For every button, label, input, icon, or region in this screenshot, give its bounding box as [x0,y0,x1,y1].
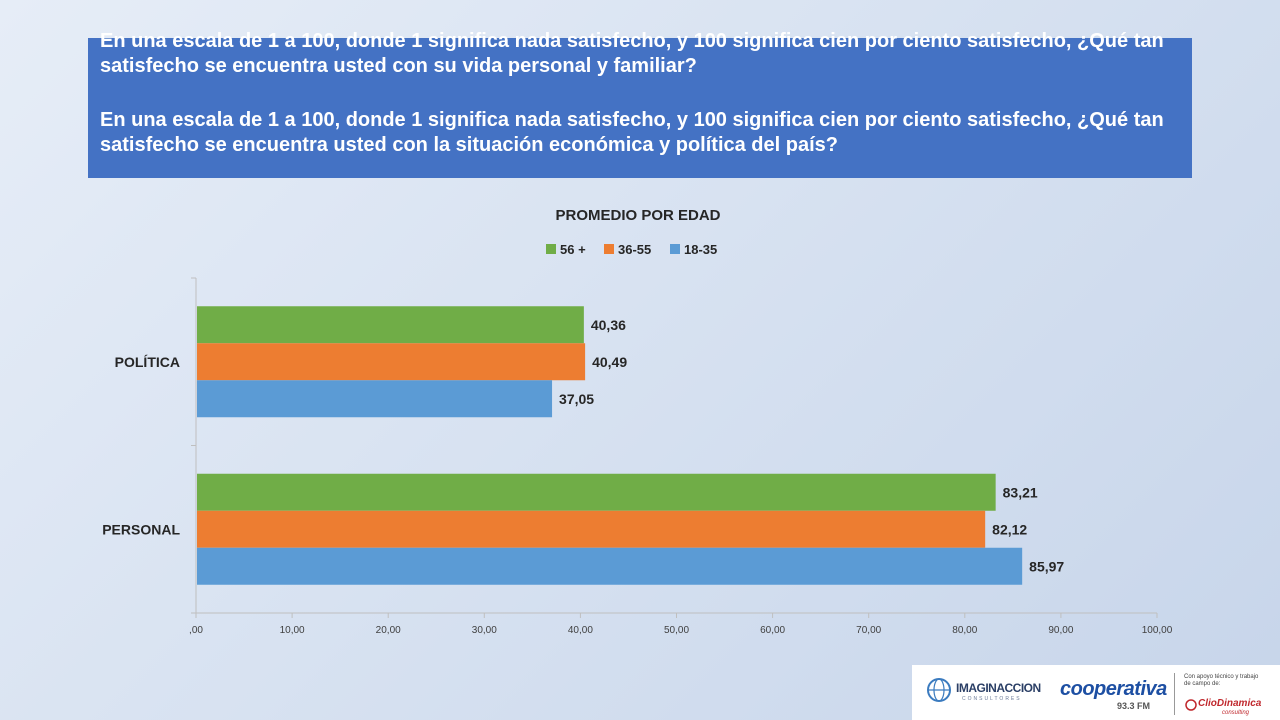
question-header: En una escala de 1 a 100, donde 1 signif… [88,30,1192,178]
bar-1-1 [197,306,584,344]
bar-1-2 [197,343,586,381]
legend-swatch-2 [604,244,614,254]
legend-label-3: 18-35 [684,242,717,257]
chart-plot-area: ,00 10,00 20,00 30,00 40,00 50,00 60,00 70,00 80… [102,277,1173,636]
x-tick-label: 30,00 [472,625,497,636]
bar-1-3 [197,380,553,418]
sponsor-logos: IMAGINACCION CONSULTORES cooperativa 93.… [912,665,1280,720]
bar-2-1 [197,473,996,511]
data-label-2-2: 82,12 [992,521,1027,537]
legend-swatch-3 [670,244,680,254]
imaginaccion-logo: IMAGINACCION [956,681,1041,695]
legend-label-2: 36-55 [618,242,651,257]
data-label-1-3: 37,05 [559,391,594,407]
x-tick-label: ,00 [189,625,203,636]
cliodinamica-subtitle: consulting [1222,710,1250,716]
x-tick-label: 100,00 [1142,625,1173,636]
x-tick-label: 50,00 [664,625,689,636]
bar-2-3 [197,547,1023,585]
cooperativa-logo: cooperativa [1060,678,1167,700]
data-label-1-1: 40,36 [591,317,626,333]
category-label-1: POLÍTICA [115,354,180,370]
globe-icon [927,678,951,702]
x-tick-label: 60,00 [760,625,785,636]
bar-2-2 [197,510,986,548]
chart-title: PROMEDIO POR EDAD [555,207,720,224]
cooperativa-fm-label: 93.3 FM [1117,701,1151,711]
bar-chart: PROMEDIO POR EDAD 56 + 36-55 18-35 ,00 10,0… [102,207,1173,636]
x-tick-label: 20,00 [376,625,401,636]
x-tick-label: 40,00 [568,625,593,636]
x-tick-label: 90,00 [1048,625,1073,636]
cliodinamica-logo: ClioDinamica [1198,698,1262,709]
imaginaccion-subtitle: CONSULTORES [962,696,1022,702]
legend-swatch-1 [546,244,556,254]
logo-divider [1174,673,1175,715]
data-label-2-3: 85,97 [1029,558,1064,574]
support-text: Con apoyo técnico y trabajo de campo de: [1184,674,1259,687]
question-politica-text: En una escala de 1 a 100, donde 1 signif… [100,109,1164,156]
x-tick-label: 10,00 [280,625,305,636]
category-label-2: PERSONAL [102,521,180,537]
x-tick-label: 80,00 [952,625,977,636]
x-tick-label: 70,00 [856,625,881,636]
data-label-2-1: 83,21 [1003,484,1038,500]
cliodinamica-icon [1185,699,1197,711]
legend-label-1: 56 + [560,242,586,257]
chart-legend: 56 + 36-55 18-35 [546,242,717,257]
data-label-1-2: 40,49 [592,354,627,370]
question-personal-text: En una escala de 1 a 100, donde 1 signif… [100,30,1164,77]
